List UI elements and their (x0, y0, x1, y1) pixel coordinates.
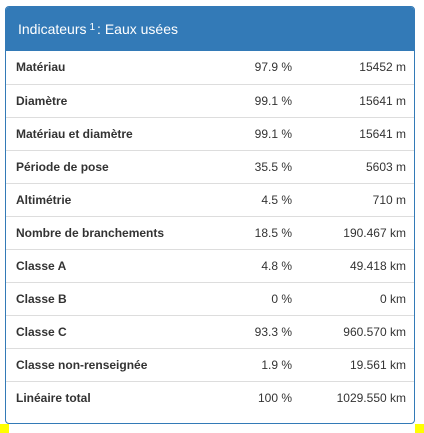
table-row: Matériau 97.9 % 15452 m (6, 51, 414, 84)
row-length: 0 km (292, 281, 414, 315)
row-length: 5603 m (292, 149, 414, 183)
table-row: Matériau et diamètre 99.1 % 15641 m (6, 116, 414, 150)
row-length: 15452 m (359, 60, 406, 75)
row-percent: 0 % (206, 281, 292, 315)
indicators-table: Matériau 97.9 % 15452 m Diamètre 99.1 % … (6, 51, 414, 414)
panel-title-suffix: : Eaux usées (97, 21, 178, 37)
row-length: 1029.550 km (292, 380, 414, 414)
row-label: Altimétrie (6, 182, 206, 216)
row-label: Matériau (16, 60, 66, 75)
table-row: Classe C 93.3 % 960.570 km (6, 314, 414, 348)
row-label: Classe A (6, 248, 206, 282)
table-row: Altimétrie 4.5 % 710 m (6, 182, 414, 216)
table-row: Classe non-renseignée 1.9 % 19.561 km (6, 347, 414, 381)
row-label: Classe C (6, 314, 206, 348)
row-length: 960.570 km (292, 314, 414, 348)
row-label: Nombre de branchements (6, 215, 206, 249)
row-length: 710 m (292, 182, 414, 216)
row-label: Diamètre (6, 83, 206, 117)
row-label: Période de pose (6, 149, 206, 183)
table-row-total: Linéaire total 100 % 1029.550 km (6, 380, 414, 414)
row-length: 15641 m (292, 83, 414, 117)
row-percent: 99.1 % (206, 83, 292, 117)
table-row: Diamètre 99.1 % 15641 m (6, 83, 414, 117)
row-percent: 4.5 % (206, 182, 292, 216)
row-length: 49.418 km (292, 248, 414, 282)
row-percent: 4.8 % (206, 248, 292, 282)
table-row: Période de pose 35.5 % 5603 m (6, 149, 414, 183)
row-label: Matériau et diamètre (6, 116, 206, 150)
row-percent: 99.1 % (206, 116, 292, 150)
table-row: Classe A 4.8 % 49.418 km (6, 248, 414, 282)
corner-marker-right (415, 424, 424, 433)
row-length: 15641 m (292, 116, 414, 150)
row-percent: 100 % (206, 380, 292, 414)
panel-title-prefix: Indicateurs (18, 21, 87, 37)
row-percent: 93.3 % (206, 314, 292, 348)
panel-heading: Indicateurs 1 : Eaux usées (6, 7, 414, 51)
indicators-panel: Indicateurs 1 : Eaux usées Matériau 97.9… (5, 6, 415, 424)
row-label: Classe B (6, 281, 206, 315)
row-label: Classe non-renseignée (6, 347, 206, 381)
row-percent: 97.9 % (254, 60, 292, 75)
row-percent: 35.5 % (206, 149, 292, 183)
table-row: Classe B 0 % 0 km (6, 281, 414, 315)
row-length: 190.467 km (292, 215, 414, 249)
corner-marker-left (0, 424, 9, 433)
row-percent: 1.9 % (206, 347, 292, 381)
table-row: Nombre de branchements 18.5 % 190.467 km (6, 215, 414, 249)
row-length: 19.561 km (292, 347, 414, 381)
row-percent: 18.5 % (206, 215, 292, 249)
footnote-marker: 1 (89, 21, 96, 33)
row-label: Linéaire total (6, 380, 206, 414)
